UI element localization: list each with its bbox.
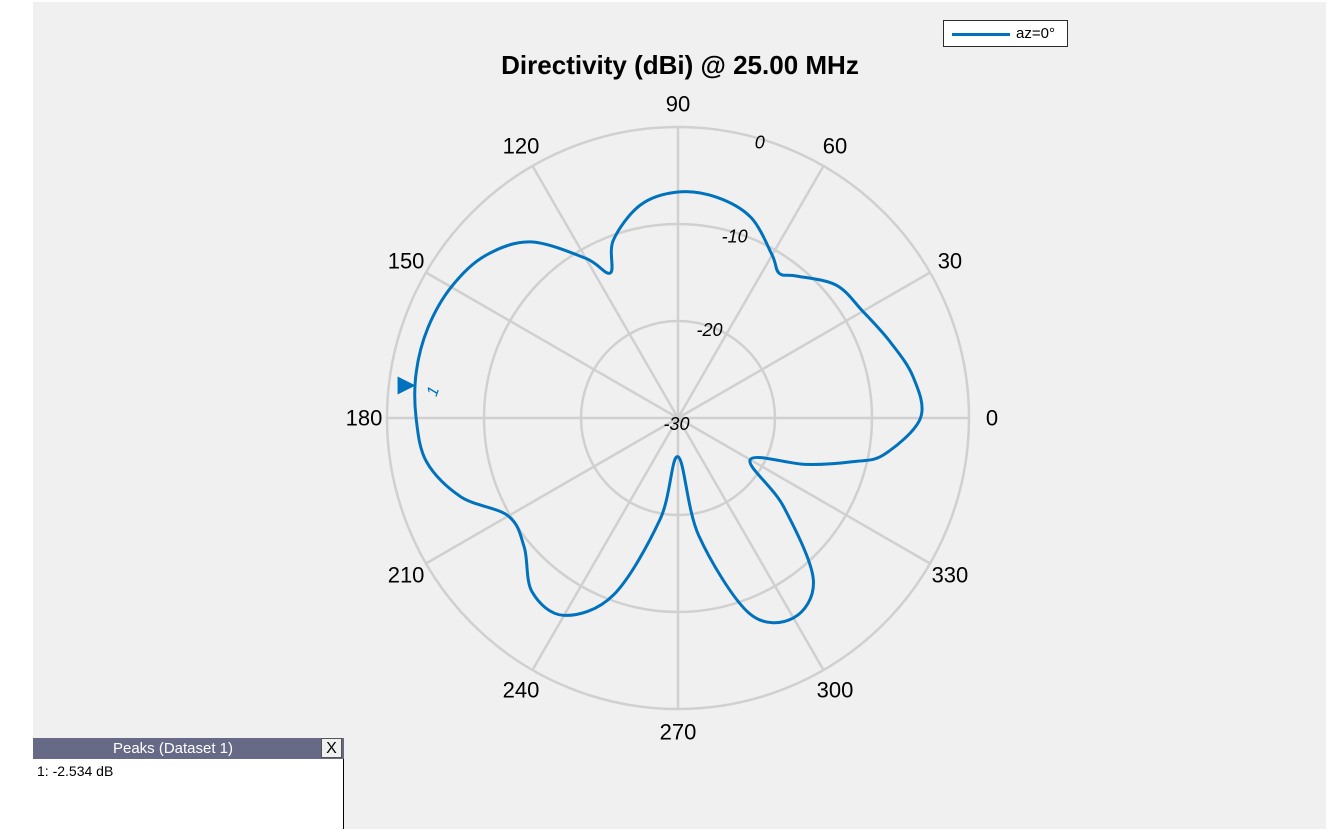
legend[interactable]: az=0° [943,20,1068,47]
magnitude-tick-label-2: -10 [722,226,748,246]
magnitude-tick-label-0: -30 [663,414,689,434]
grid-spoke-2 [676,165,825,419]
grid-spoke-7 [425,416,679,565]
angle-tick-label-4: 120 [503,134,540,159]
legend-swatch [952,33,1010,36]
angle-tick-label-6: 180 [346,406,383,431]
magnitude-tick-label-3: 0 [755,133,765,153]
angle-tick-label-5: 150 [388,249,425,274]
series-line-az0[interactable] [413,190,924,625]
peak-marker-label-0: 1 [424,384,443,398]
angle-tick-label-9: 270 [660,720,697,745]
angle-tick-label-3: 90 [666,92,690,117]
angular-grid-spokes [387,127,969,709]
grid-spoke-10 [676,417,825,671]
peak-marker-0[interactable] [397,376,416,395]
angle-tick-labels: 0 30 60 90 120 150 180 210 240 270 300 330 [346,92,998,745]
legend-label: az=0° [1016,25,1055,42]
peaks-panel-title: Peaks (Dataset 1) [112,740,234,757]
grid-spoke-1 [677,271,931,420]
angle-tick-label-2: 60 [823,134,847,159]
angle-tick-label-0: 0 [986,406,998,431]
grid-spoke-4 [531,165,680,419]
angle-tick-label-10: 300 [817,677,854,702]
angle-tick-label-8: 240 [503,677,540,702]
chart-title: Directivity (dBi) @ 25.00 MHz [501,50,859,80]
grid-spoke-5 [425,271,679,420]
peak-markers: 1 [397,376,443,399]
magnitude-tick-label-1: -20 [697,320,723,340]
magnitude-tick-labels: -30 -20 -10 0 [663,133,764,434]
close-button[interactable]: X [321,738,342,758]
grid-spoke-8 [531,417,680,671]
grid-spoke-11 [677,416,931,565]
angle-tick-label-1: 30 [938,249,962,274]
peak-entry[interactable]: 1: -2.534 dB [37,763,114,779]
angle-tick-label-7: 210 [388,563,425,588]
peaks-panel-header[interactable]: Peaks (Dataset 1) X [33,738,344,759]
peaks-panel: Peaks (Dataset 1) X 1: -2.534 dB [33,738,344,829]
angle-tick-label-11: 330 [932,563,969,588]
